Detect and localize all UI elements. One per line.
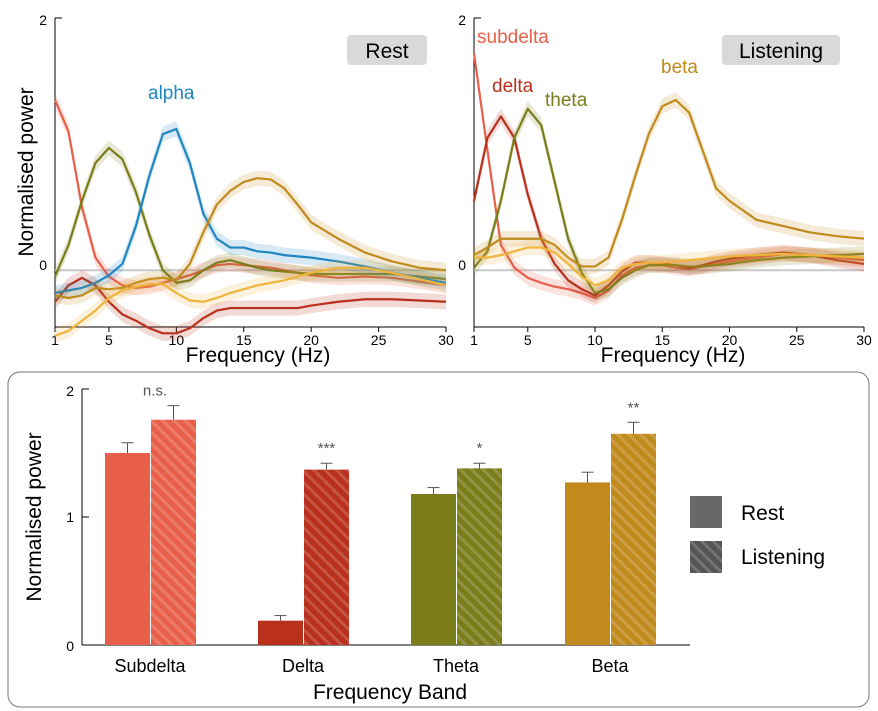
significance-label-subdelta: n.s. xyxy=(143,383,167,400)
rest-y-axis-label: Normalised power xyxy=(15,87,38,256)
listening-ytick-2: 2 xyxy=(458,12,466,28)
significance-label-theta: * xyxy=(477,440,483,457)
listening-spectrum-panel: 2 0 1 5 10 15 20 25 30 Frequency (Hz) Listenin… xyxy=(458,12,872,367)
listening-panel-label-box xyxy=(722,35,840,65)
listening-xtick-label: 5 xyxy=(524,332,532,348)
rest-ytick-0: 0 xyxy=(39,257,47,273)
bar-hatch-delta xyxy=(304,469,349,645)
listening-xtick-label: 1 xyxy=(470,332,478,348)
listening-xtick-label: 10 xyxy=(587,332,603,348)
listening-xtick-label: 15 xyxy=(654,332,670,348)
rest-xtick-label: 30 xyxy=(438,332,454,348)
legend-label-rest: Rest xyxy=(741,502,784,525)
listening-xtick-label: 25 xyxy=(789,332,805,348)
bar-beta-rest xyxy=(565,482,610,645)
legend-label-listening: Listening xyxy=(741,546,825,569)
rest-xtick-label: 10 xyxy=(169,332,185,348)
bar-y-axis-label: Normalised power xyxy=(23,432,46,601)
listening-panel-label: Listening xyxy=(739,40,823,63)
rest-theta-curve xyxy=(53,146,447,284)
beta-curve-label: beta xyxy=(661,57,698,78)
category-label-beta: Beta xyxy=(591,656,629,676)
rest-yellow-curve xyxy=(54,266,447,337)
category-label-theta: Theta xyxy=(433,656,480,676)
rest-curves xyxy=(53,92,447,344)
category-label-subdelta: Subdelta xyxy=(114,656,186,676)
band-power-bar-chart: 2 1 0 Normalised power Frequency Band Su… xyxy=(7,371,870,708)
listening-yellow-error-band xyxy=(474,239,864,293)
category-label-delta: Delta xyxy=(282,656,325,676)
significance-label-beta: ** xyxy=(628,399,640,416)
listening-beta-curve xyxy=(473,98,865,268)
rest-x-axis-label: Frequency (Hz) xyxy=(186,344,331,367)
delta-curve-label: delta xyxy=(492,76,534,97)
bar-chart-frame xyxy=(7,371,870,708)
rest-xtick-label: 20 xyxy=(303,332,319,348)
bar-ytick-0: 0 xyxy=(66,638,74,654)
listening-theta-curve xyxy=(473,107,865,295)
bar-x-axis-label: Frequency Band xyxy=(313,681,467,704)
legend: Rest Listening xyxy=(690,496,825,573)
alpha-curve-label: alpha xyxy=(148,83,195,104)
rest-ytick-2: 2 xyxy=(39,12,47,28)
rest-xtick-label: 25 xyxy=(371,332,387,348)
rest-panel-label-box xyxy=(347,35,427,65)
listening-subdelta-curve xyxy=(472,53,865,300)
bar-subdelta-rest xyxy=(105,453,150,645)
rest-alpha-curve xyxy=(54,127,447,295)
listening-xtick-label: 20 xyxy=(722,332,738,348)
bar-theta-rest xyxy=(411,493,456,645)
listening-yellow-curve xyxy=(474,246,865,287)
rest-xtick-label: 5 xyxy=(105,332,113,348)
bar-delta-rest xyxy=(258,620,303,645)
rest-xtick-label: 1 xyxy=(51,332,59,348)
subdelta-curve-label: subdelta xyxy=(477,27,549,48)
bar-ytick-2: 2 xyxy=(66,383,74,399)
listening-xtick-label: 30 xyxy=(856,332,872,348)
rest-x-ticks: 1 5 10 15 20 25 30 xyxy=(51,327,454,348)
bar-hatch-theta xyxy=(457,468,502,645)
listening-x-axis-label: Frequency (Hz) xyxy=(601,344,746,367)
listening-x-ticks: 1 5 10 15 20 25 30 xyxy=(470,327,872,348)
bars: Subdelta n.s. Delta *** Theta * Beta ** xyxy=(105,383,656,676)
listening-ytick-0: 0 xyxy=(458,257,466,273)
rest-yellow-error-band xyxy=(55,260,446,344)
rest-beta-error-band xyxy=(55,170,446,306)
listening-beta-error-band xyxy=(474,92,864,275)
bar-ytick-1: 1 xyxy=(66,509,74,525)
listening-curves xyxy=(472,45,865,306)
rest-spectrum-panel: 2 0 1 5 10 15 20 25 30 Frequency (Hz) Normalis… xyxy=(15,12,454,367)
bar-hatch-subdelta xyxy=(151,419,196,645)
theta-curve-label: theta xyxy=(545,90,588,111)
legend-swatch-listening-hatch xyxy=(690,541,722,573)
rest-delta-curve xyxy=(54,276,447,335)
rest-delta-error-band xyxy=(55,270,446,341)
significance-label-delta: *** xyxy=(318,440,336,457)
bar-hatch-beta xyxy=(611,433,656,645)
legend-swatch-rest xyxy=(690,496,722,528)
rest-beta-curve xyxy=(54,177,447,300)
listening-theta-error-band xyxy=(474,101,864,301)
rest-panel-label: Rest xyxy=(365,40,408,63)
rest-xtick-label: 15 xyxy=(236,332,252,348)
